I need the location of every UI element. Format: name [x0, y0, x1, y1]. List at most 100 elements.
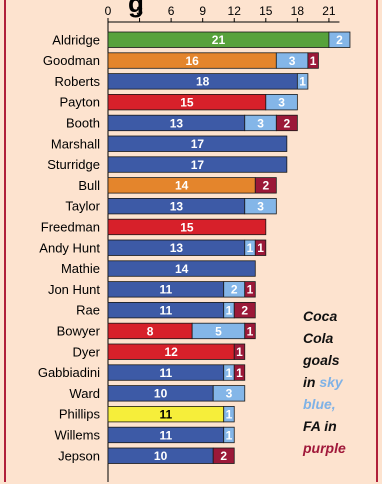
league-goals-label: 11 — [160, 283, 173, 297]
legend-line-3: goals — [303, 352, 340, 368]
league-goals-label: 11 — [160, 428, 173, 442]
player-name: Goodman — [43, 53, 100, 68]
league-goals-bar — [107, 156, 288, 173]
league-goals-bar — [107, 260, 256, 277]
player-name: Mathie — [61, 261, 100, 276]
player-name: Payton — [60, 95, 100, 110]
player-name: Bowyer — [57, 323, 101, 338]
x-tick-label: 21 — [322, 4, 336, 18]
legend-in: in — [303, 374, 316, 390]
player-name: Marshall — [51, 136, 100, 151]
coca-cola-goals-label: 1 — [226, 366, 233, 380]
league-goals-label: 13 — [170, 116, 184, 130]
coca-cola-goals-bar — [212, 385, 246, 402]
coca-cola-goals-label: 1 — [299, 75, 306, 89]
x-tick-label: 9 — [199, 4, 206, 18]
coca-cola-goals-label: 1 — [226, 407, 233, 421]
league-goals-bar — [107, 218, 267, 236]
coca-cola-goals-bar — [296, 73, 309, 90]
league-goals-label: 10 — [154, 449, 168, 463]
fa-goals-label: 2 — [262, 179, 269, 193]
coca-cola-goals-bar — [244, 197, 277, 215]
player-name: Dyer — [73, 344, 101, 359]
fa-goals-bar — [233, 343, 246, 360]
legend-line-6: FA in — [303, 418, 337, 434]
coca-cola-goals-label: 1 — [226, 303, 233, 317]
chart-frame — [4, 0, 378, 482]
league-goals-label: 14 — [175, 262, 189, 276]
coca-cola-goals-label: 3 — [289, 54, 296, 68]
coca-cola-goals-bar — [223, 405, 235, 423]
coca-cola-goals-bar — [328, 31, 351, 48]
legend-line-5: blue, — [303, 396, 336, 412]
fa-goals-bar — [275, 114, 298, 132]
legend-line-7: purple — [303, 440, 346, 456]
player-name: Gabbiadini — [38, 365, 100, 380]
legend-sky: sky — [319, 374, 343, 390]
legend-line-1: Coca — [303, 308, 338, 324]
fa-goals-bar — [233, 364, 246, 381]
league-goals-label: 18 — [196, 75, 210, 89]
x-tick-label: 18 — [291, 4, 305, 18]
player-name: Willems — [55, 427, 101, 442]
legend-line-4: in sky — [303, 371, 373, 393]
x-tick-label: 0 — [105, 4, 112, 18]
coca-cola-goals-label: 1 — [226, 428, 233, 442]
coca-cola-goals-label: 2 — [336, 33, 343, 47]
league-goals-label: 10 — [154, 387, 168, 401]
player-name: Jon Hunt — [48, 282, 100, 297]
fa-goals-label: 1 — [310, 54, 317, 68]
fa-goals-label: 1 — [236, 366, 243, 380]
player-name: Taylor — [65, 199, 100, 214]
fa-goals-label: 2 — [283, 116, 290, 130]
league-goals-label: 11 — [160, 366, 173, 380]
fa-goals-label: 1 — [247, 283, 254, 297]
x-tick-label: 3 — [136, 4, 143, 18]
fa-goals-bar — [212, 447, 235, 464]
coca-cola-goals-bar — [223, 426, 235, 444]
x-tick-label: 15 — [259, 4, 273, 18]
coca-cola-goals-label: 3 — [257, 199, 264, 213]
league-goals-label: 16 — [185, 54, 199, 68]
fa-goals-label: 2 — [241, 303, 248, 317]
league-goals-label: 13 — [170, 241, 184, 255]
league-goals-label: 14 — [175, 179, 189, 193]
league-goals-label: 11 — [160, 407, 173, 421]
fa-goals-bar — [254, 177, 277, 194]
coca-cola-goals-label: 3 — [278, 95, 285, 109]
player-name: Booth — [66, 115, 100, 130]
player-name: Roberts — [54, 74, 100, 89]
league-goals-label: 17 — [191, 137, 205, 151]
coca-cola-goals-label: 3 — [226, 387, 233, 401]
coca-cola-goals-label: 5 — [215, 324, 222, 338]
player-name: Ward — [69, 386, 100, 401]
fa-goals-bar — [244, 281, 256, 298]
fa-goals-bar — [244, 322, 256, 340]
coca-cola-goals-bar — [265, 94, 298, 111]
fa-goals-label: 1 — [257, 241, 264, 255]
fa-goals-label: 1 — [247, 324, 254, 338]
league-goals-label: 13 — [170, 199, 184, 213]
chart-title: g — [128, 0, 144, 18]
fa-goals-label: 1 — [236, 345, 243, 359]
fa-goals-bar — [233, 301, 256, 319]
fa-goals-bar — [254, 239, 267, 256]
league-goals-label: 17 — [191, 158, 205, 172]
league-goals-bar — [107, 135, 288, 152]
player-name: Andy Hunt — [39, 240, 100, 255]
coca-cola-goals-label: 2 — [231, 283, 238, 297]
coca-cola-goals-label: 1 — [247, 241, 254, 255]
league-goals-label: 8 — [147, 324, 154, 338]
coca-cola-goals-label: 3 — [257, 116, 264, 130]
player-name: Rae — [76, 303, 100, 318]
player-name: Phillips — [59, 407, 101, 422]
league-goals-label: 21 — [212, 33, 226, 47]
league-goals-label: 11 — [160, 303, 173, 317]
player-name: Aldridge — [52, 32, 100, 47]
legend-line-2: Cola — [303, 330, 334, 346]
fa-goals-label: 2 — [220, 449, 227, 463]
legend: Coca Cola goals in sky blue, FA in purpl… — [303, 305, 373, 459]
player-name: Jepson — [58, 448, 100, 463]
league-goals-label: 15 — [180, 95, 194, 109]
